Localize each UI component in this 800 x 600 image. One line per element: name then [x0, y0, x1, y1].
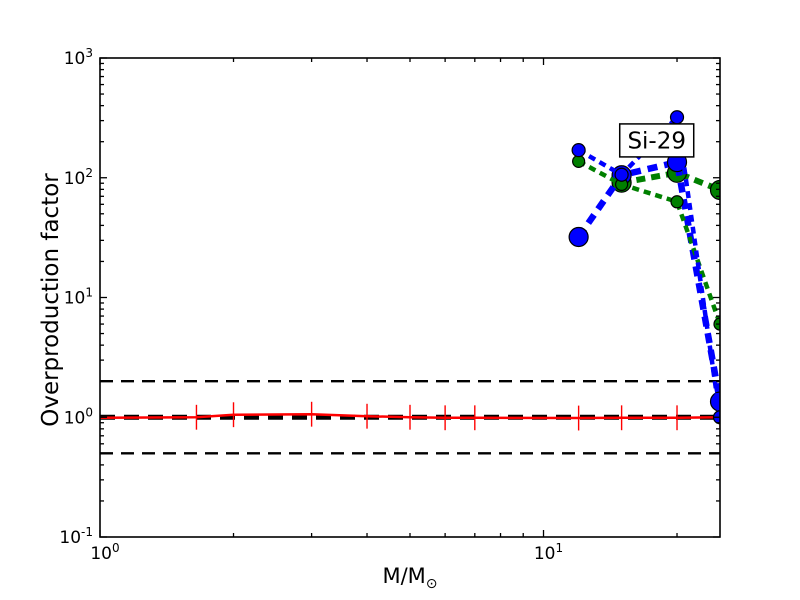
series-line [575, 158, 720, 403]
x-axis-label: M/M⊙ [382, 564, 437, 592]
data-point-marker [669, 110, 685, 125]
y-tick-label: 10-1 [59, 525, 93, 548]
baseline-series [100, 401, 720, 431]
series-blue-thin [571, 110, 720, 425]
annotation-frame [618, 123, 695, 158]
y-tick-label: 102 [64, 166, 93, 189]
y-axis-label: Overproduction factor [38, 173, 64, 427]
data-series [568, 110, 720, 425]
annotation-label: Si-29 [627, 128, 686, 154]
y-tick-label: 103 [64, 46, 93, 69]
annotation-box: Si-29 [618, 123, 695, 158]
axis-ticks [99, 57, 720, 538]
y-tick-label: 100 [64, 405, 93, 428]
data-point-marker [614, 167, 629, 182]
series-line [621, 169, 720, 193]
y-tick-label: 101 [64, 286, 93, 309]
data-point-marker [568, 226, 589, 248]
data-point-marker [571, 143, 586, 158]
data-point-marker [670, 195, 684, 209]
baseline-line [100, 412, 720, 420]
x-tick-label: 101 [534, 541, 563, 564]
data-point-marker [709, 179, 720, 201]
x-tick-label: 100 [90, 541, 119, 564]
series-line [577, 112, 720, 418]
series-line [577, 159, 720, 325]
